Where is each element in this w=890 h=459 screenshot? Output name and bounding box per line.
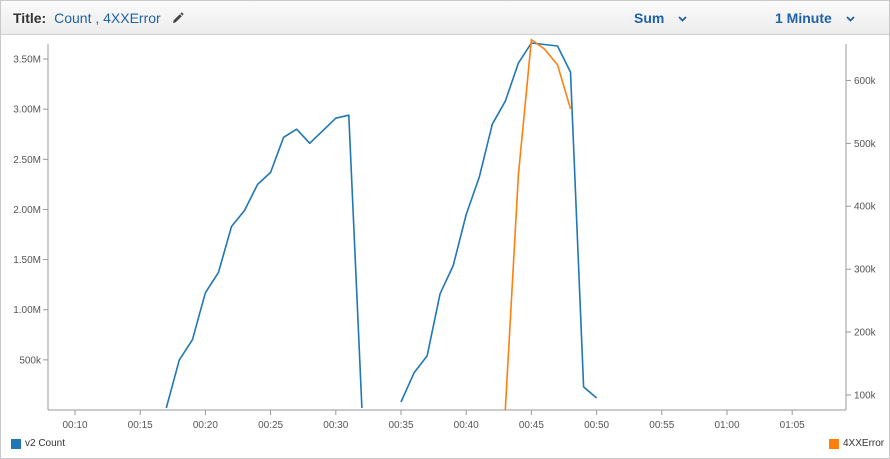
y-right-tick-label: 300k (854, 265, 877, 276)
chevron-down-icon (678, 9, 687, 25)
x-tick-label: 00:25 (258, 420, 283, 431)
legend-item-v2-count[interactable]: v2 Count (11, 438, 65, 449)
graph-header: Title: Count , 4XXError Sum 1 Minute (1, 1, 889, 35)
series-line-v2-count (400, 42, 598, 403)
y-left-tick-label: 1.00M (13, 305, 41, 316)
statistic-label: Sum (634, 10, 665, 26)
x-tick-label: 00:10 (62, 420, 87, 431)
legend-label: v2 Count (25, 438, 66, 449)
statistic-dropdown[interactable]: Sum (634, 9, 687, 26)
x-tick-label: 00:35 (388, 420, 413, 431)
x-tick-label: 00:50 (584, 420, 609, 431)
x-tick-label: 00:20 (193, 420, 218, 431)
x-tick-label: 01:00 (714, 420, 739, 431)
legend-swatch (829, 438, 839, 449)
x-tick-label: 00:30 (323, 420, 348, 431)
x-tick-label: 00:15 (128, 420, 153, 431)
pencil-icon[interactable] (171, 12, 184, 28)
y-right-tick-label: 600k (854, 76, 877, 87)
legend-item-4xxerror[interactable]: 4XXError (829, 438, 884, 449)
x-tick-label: 00:40 (454, 420, 479, 431)
period-dropdown[interactable]: 1 Minute (775, 9, 855, 26)
graph-title: Title: Count , 4XXError (13, 10, 184, 28)
x-tick-label: 00:45 (519, 420, 544, 431)
x-tick-label: 01:05 (780, 420, 805, 431)
series-line-4xxerror (504, 38, 572, 411)
y-right-tick-label: 400k (854, 202, 877, 213)
chevron-down-icon (846, 9, 855, 25)
y-right-tick-label: 100k (854, 390, 877, 401)
y-left-tick-label: 1.50M (13, 255, 41, 266)
y-right-tick-label: 500k (854, 139, 877, 150)
y-left-tick-label: 3.50M (13, 55, 41, 66)
y-left-tick-label: 500k (19, 355, 42, 366)
series-line-v2-count (165, 114, 363, 409)
legend-swatch (11, 438, 21, 449)
y-right-tick-label: 200k (854, 328, 877, 339)
title-value[interactable]: Count , 4XXError (54, 10, 161, 26)
x-tick-label: 00:55 (649, 420, 674, 431)
legend-label: 4XXError (843, 438, 885, 449)
period-label: 1 Minute (775, 10, 832, 26)
y-left-tick-label: 2.50M (13, 155, 41, 166)
title-label: Title: (13, 10, 47, 26)
y-left-tick-label: 2.00M (13, 205, 41, 216)
y-left-tick-label: 3.00M (13, 105, 41, 116)
